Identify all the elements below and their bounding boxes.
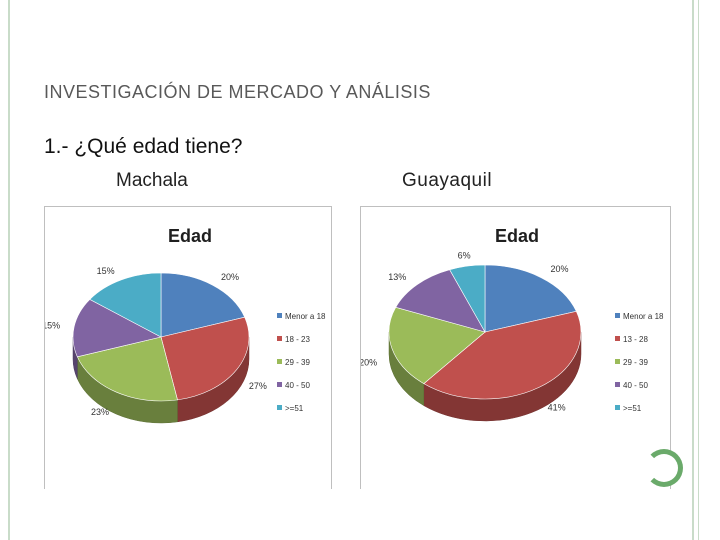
chart-title: Edad	[168, 226, 212, 246]
legend-entry: >=51	[285, 404, 304, 413]
legend-swatch	[277, 405, 282, 410]
question-heading: 1.- ¿Qué edad tiene?	[44, 135, 243, 158]
frame-line-right	[692, 0, 694, 540]
pie-slice	[160, 316, 250, 401]
data-label: 20%	[221, 272, 239, 282]
legend-swatch	[615, 405, 620, 410]
pie-slice	[76, 336, 178, 402]
city-label-machala: Machala	[116, 170, 188, 191]
decorative-circle-icon	[645, 449, 683, 487]
data-label: 41%	[548, 402, 566, 412]
city-label-guayaquil: Guayaquil	[402, 170, 493, 191]
data-label: 20%	[550, 264, 568, 274]
data-label: 23%	[91, 407, 109, 417]
legend-entry: 13 - 28	[623, 335, 648, 344]
legend-swatch	[277, 382, 282, 387]
pie-slice	[72, 299, 162, 358]
pie-chart-guayaquil: Edad 20% 41% 20% 13% 6% Menor a 18 13 - 28 29 - …	[361, 226, 664, 422]
legend-entry: 40 - 50	[285, 381, 310, 390]
data-label: 15%	[97, 266, 115, 276]
chart-machala: Edad 20% 27% 23% 15% 15% Menor a 18 18 - 23 29 -…	[44, 206, 332, 489]
chart-title: Edad	[495, 226, 539, 246]
legend-entry: Menor a 18	[285, 312, 326, 321]
legend-swatch	[615, 336, 620, 341]
pie-slice	[484, 264, 577, 333]
data-label: 15%	[45, 320, 60, 330]
chart-legend: Menor a 18 18 - 23 29 - 39 40 - 50 >=51	[277, 312, 326, 413]
pie-slice	[395, 269, 486, 333]
legend-entry: Menor a 18	[623, 312, 664, 321]
legend-swatch	[277, 313, 282, 318]
legend-entry: 29 - 39	[623, 358, 648, 367]
pie-slice	[423, 310, 582, 400]
pie-chart-machala: Edad 20% 27% 23% 15% 15% Menor a 18 18 - 23 29 -…	[45, 226, 326, 424]
chart-guayaquil: Edad 20% 41% 20% 13% 6% Menor a 18 13 - 28 29 - …	[360, 206, 671, 489]
pie-slice	[388, 306, 486, 384]
legend-entry: >=51	[623, 404, 642, 413]
chart-legend: Menor a 18 13 - 28 29 - 39 40 - 50 >=51	[615, 312, 664, 413]
frame-line-left	[8, 0, 10, 540]
pie-slice	[449, 264, 486, 334]
legend-swatch	[615, 382, 620, 387]
legend-swatch	[277, 336, 282, 341]
data-label: 27%	[249, 381, 267, 391]
legend-swatch	[615, 359, 620, 364]
legend-entry: 40 - 50	[623, 381, 648, 390]
data-label: 20%	[361, 357, 377, 367]
legend-entry: 29 - 39	[285, 358, 310, 367]
pie-slice	[89, 272, 162, 338]
legend-swatch	[615, 313, 620, 318]
frame-line-right-thin	[698, 0, 699, 540]
slide-title: INVESTIGACIÓN DE MERCADO Y ANÁLISIS	[44, 82, 431, 102]
legend-swatch	[277, 359, 282, 364]
pie-slice	[160, 272, 246, 338]
legend-entry: 18 - 23	[285, 335, 310, 344]
data-label: 13%	[388, 272, 406, 282]
data-label: 6%	[458, 251, 471, 261]
